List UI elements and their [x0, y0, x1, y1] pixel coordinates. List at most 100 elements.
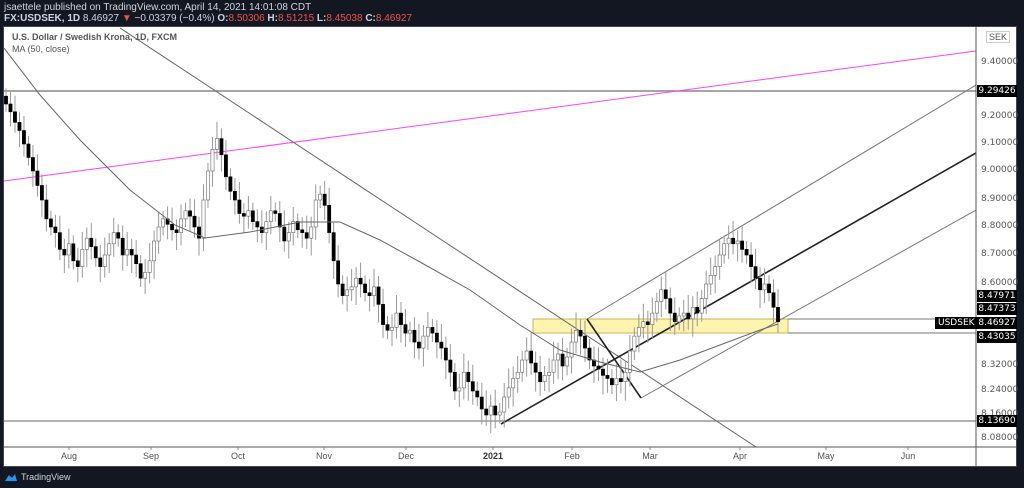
channel-upper	[586, 84, 976, 320]
price-label-horizontal-level: 9.29426	[977, 85, 1017, 97]
candle-down	[439, 341, 444, 349]
time-tick: Apr	[732, 451, 748, 461]
candle-up	[627, 350, 632, 373]
candle-down	[31, 157, 35, 172]
candle-up	[704, 283, 709, 299]
symbol: FX:USDSEK, 1D	[4, 13, 81, 24]
candle-up	[286, 232, 291, 242]
candle-down	[412, 329, 417, 343]
candle-up	[551, 359, 556, 373]
indicator-label: MA (50, close)	[12, 44, 70, 54]
candle-down	[219, 138, 224, 156]
candle-up	[497, 411, 502, 416]
open-value: 8.50306	[228, 13, 265, 24]
candle-up	[408, 329, 412, 334]
candle-up	[125, 249, 130, 256]
candle-up	[80, 249, 85, 267]
candle-down	[417, 341, 421, 349]
price-label-zone-bottom: 8.43035	[977, 331, 1017, 343]
candle-down	[578, 329, 583, 337]
candle-up	[264, 221, 269, 233]
time-tick: Mar	[642, 451, 658, 461]
high-label: H:	[267, 13, 278, 24]
candle-up	[354, 277, 358, 288]
candle-up	[107, 243, 112, 256]
price-tick: 8.32000	[981, 360, 1019, 370]
candle-down	[538, 371, 543, 382]
candle-down	[668, 298, 673, 314]
candle-up	[291, 221, 296, 233]
candle-up	[394, 312, 399, 328]
candle-down	[336, 260, 341, 285]
candle-down	[610, 378, 614, 386]
candle-down	[358, 277, 363, 285]
candle-down	[304, 232, 309, 239]
candle-down	[363, 283, 367, 294]
price-tick: 9.20000	[981, 111, 1019, 121]
candle-down	[116, 232, 121, 239]
candle-up	[147, 260, 152, 273]
candle-down	[327, 205, 332, 233]
candle-down	[686, 312, 691, 320]
candle-down	[596, 365, 601, 370]
candle-down	[771, 292, 776, 308]
plot-area	[4, 27, 976, 447]
candle-up	[102, 254, 107, 267]
candle-up	[421, 335, 426, 349]
candle-down	[619, 378, 623, 382]
candle-up	[735, 240, 740, 245]
candle-down	[744, 249, 749, 256]
open-label: O:	[217, 13, 229, 24]
candle-up	[426, 327, 430, 337]
candle-up	[726, 237, 731, 245]
price-tick: 8.80000	[981, 221, 1019, 231]
close-value: 8.46927	[375, 13, 413, 24]
candle-up	[206, 170, 210, 201]
price-label-horizontal-level: 8.13690	[977, 415, 1017, 427]
price-tick: 8.24000	[981, 385, 1019, 395]
candle-down	[48, 218, 53, 228]
symbol-quote-line: FX:USDSEK, 1D 8.46927 ▼ −0.03379 (−0.4%)…	[4, 13, 412, 24]
time-tick: Sep	[142, 451, 160, 461]
candle-up	[457, 387, 462, 392]
candle-up	[215, 138, 219, 150]
high-value: 8.51215	[277, 13, 315, 24]
price-change: −0.03379 (−0.4%)	[134, 13, 215, 24]
candle-down	[749, 254, 753, 267]
candle-up	[161, 218, 165, 228]
series-title: U.S. Dollar / Swedish Krona, 1D, FXCM	[12, 32, 178, 42]
candle-down	[443, 347, 448, 361]
candle-down	[645, 321, 650, 325]
candle-down	[740, 240, 744, 250]
candle-down	[228, 176, 233, 192]
candle-down	[601, 368, 605, 376]
candle-up	[650, 312, 655, 325]
candle-down	[376, 286, 381, 305]
candle-down	[138, 263, 143, 279]
time-tick: Oct	[230, 451, 246, 461]
candle-down	[35, 170, 40, 186]
time-tick: Nov	[315, 451, 333, 461]
chart-header: jsaettele published on TradingView.com, …	[0, 0, 1024, 26]
time-tick: Jun	[900, 451, 916, 461]
candle-down	[434, 332, 439, 343]
candle-down	[241, 213, 246, 217]
candle-up	[569, 341, 574, 358]
candle-down	[233, 191, 237, 201]
time-tick: Dec	[397, 451, 415, 461]
currency-badge[interactable]: SEK	[986, 31, 1011, 43]
candle-up	[372, 286, 376, 296]
candle-down	[89, 237, 94, 247]
candle-down	[731, 237, 736, 245]
candle-down	[174, 229, 179, 233]
candle-up	[762, 283, 767, 291]
candle-down	[93, 246, 98, 259]
time-tick: Feb	[564, 451, 580, 461]
candle-up	[201, 199, 206, 239]
ma50-line	[4, 47, 779, 373]
candle-up	[677, 315, 682, 323]
time-tick: May	[817, 451, 835, 461]
candle-down	[224, 154, 228, 178]
magenta-trendline	[4, 50, 976, 182]
